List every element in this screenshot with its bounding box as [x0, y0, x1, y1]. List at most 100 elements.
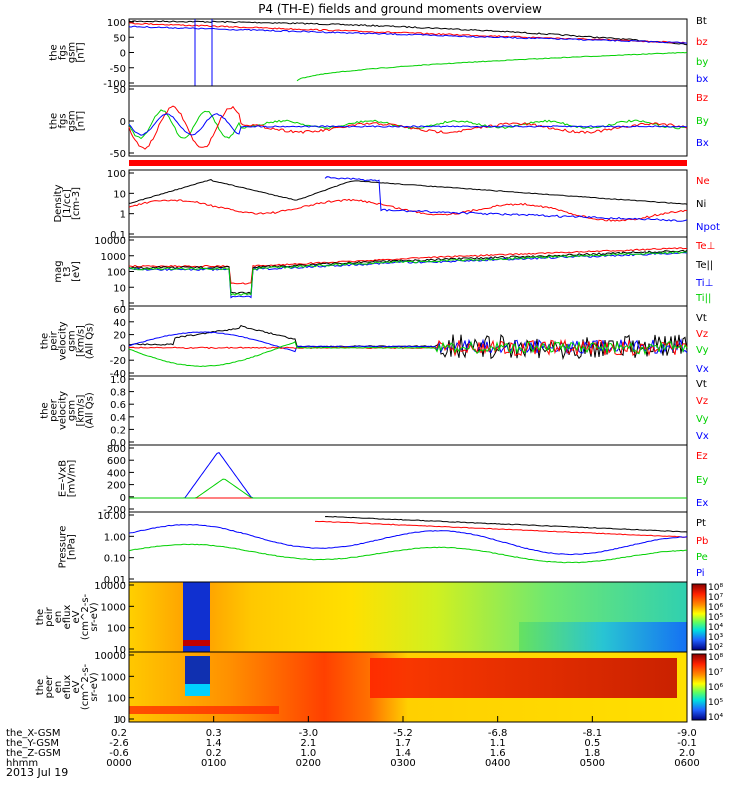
- series-line: [128, 524, 688, 556]
- legend-entry: Npot: [696, 222, 720, 233]
- y-axis-label: en: [53, 611, 64, 624]
- legend-entry: Vx: [696, 364, 709, 375]
- spectrogram-band: [129, 706, 279, 714]
- panel-peer_spectrogram: 10⁸ 10⁷ 10⁶ 10⁵ 10⁴ 10000 1000 100 10 thepeerenef…: [35, 651, 723, 726]
- legend-entry: Ni: [696, 199, 706, 210]
- panel-frame: [128, 169, 688, 238]
- y-axis-label: sr-eV): [89, 602, 100, 631]
- ephemeris-value: 1.6: [490, 748, 506, 759]
- ephemeris-value: 0.3: [206, 728, 222, 739]
- ephemeris-value: -8.1: [583, 728, 603, 739]
- series-line: [128, 251, 688, 296]
- y-tick-label: 0: [120, 49, 126, 60]
- y-axis-label: [1/cc]: [62, 189, 73, 218]
- plot-title: P4 (TH-E) fields and ground moments over…: [258, 2, 542, 16]
- y-tick-label: 60: [113, 305, 126, 316]
- y-tick-label: 0: [120, 117, 126, 128]
- y-tick-label: -20: [110, 356, 126, 367]
- legend-entry: Vy: [696, 414, 709, 425]
- series-line: [128, 179, 688, 205]
- ephemeris-row-label: hhmm: [6, 758, 38, 769]
- y-tick-label: 50: [113, 85, 126, 96]
- y-axis-label: the: [35, 679, 46, 695]
- ephemeris-value: -6.8: [488, 728, 508, 739]
- y-axis-label: the: [49, 113, 60, 129]
- quality-flag-bar: [129, 160, 687, 166]
- y-tick-label: 600: [107, 456, 126, 467]
- series-line: [324, 515, 688, 533]
- y-tick-label: -50: [110, 149, 126, 160]
- series-line: [128, 22, 688, 44]
- y-tick-label: 0: [120, 493, 126, 504]
- y-axis-label: [cm-3]: [71, 187, 82, 220]
- y-tick-label: -40: [110, 369, 126, 380]
- y-axis-label: sr-eV): [89, 672, 100, 701]
- y-tick-label: 50: [113, 33, 126, 44]
- y-tick-label: 10000: [94, 651, 126, 662]
- y-tick-label: 200: [107, 481, 126, 492]
- colorbar-tick-label: 10⁸: [708, 583, 723, 593]
- spectrogram-band: [370, 658, 677, 698]
- series-line: [324, 176, 688, 222]
- y-tick-label: 100: [107, 268, 126, 279]
- y-tick-label: 0: [120, 343, 126, 354]
- y-tick-label: 0.4: [110, 413, 126, 424]
- panel-frame: [128, 375, 688, 446]
- series-line: [296, 51, 688, 82]
- legend-entry: bx: [696, 74, 708, 85]
- ephemeris-value: 0000: [106, 758, 131, 769]
- colorbar-tick-label: 10²: [708, 643, 723, 653]
- spectrogram-low-flux: [519, 622, 687, 652]
- y-tick-label: 1: [120, 299, 126, 310]
- legend-entry: Pt: [696, 518, 706, 529]
- colorbar-tick-label: 10⁴: [708, 623, 723, 633]
- ephemeris-value: -3.0: [299, 728, 319, 739]
- y-axis-label: (cm^2-s-: [80, 663, 91, 710]
- ephemeris-value: 0.2: [206, 748, 222, 759]
- legend-entry: Bt: [696, 16, 707, 27]
- legend-entry: by: [696, 57, 708, 68]
- series-line: [128, 247, 687, 285]
- y-axis-label: eV: [71, 680, 82, 693]
- legend-entry: Pi: [696, 568, 705, 579]
- y-tick-label: -50: [110, 64, 126, 75]
- panel-frame: [128, 444, 688, 513]
- ephemeris-table: the_X-GSM 0.2 0.3 -3.0 -5.2 -6.8 -8.1 -9.0 the_Y…: [6, 716, 700, 769]
- y-axis-label: en: [53, 681, 64, 694]
- y-tick-label: 1: [120, 210, 126, 221]
- y-tick-label: 100: [107, 694, 126, 705]
- y-axis-label: t3: [62, 266, 73, 276]
- y-axis-label: [km/s]: [76, 394, 87, 426]
- colorbar-tick-label: 10⁶: [708, 603, 723, 613]
- y-axis-label: gsm: [67, 400, 78, 421]
- y-axis-label: Density: [53, 184, 64, 222]
- ephemeris-row-label: the_Y-GSM: [6, 738, 59, 749]
- y-tick-label: 10: [113, 645, 126, 656]
- panel-peer_velocity: 1.0 0.80.6 0.40.2 0.0 thepeervelocitygsm[km/…: [40, 375, 709, 449]
- y-tick-label: -200: [103, 505, 126, 516]
- legend-entry: Vt: [696, 313, 707, 324]
- y-axis-label: [nT]: [76, 111, 87, 131]
- panel-frame: [128, 85, 688, 157]
- y-tick-label: 100: [107, 624, 126, 635]
- ephemeris-value: 1.4: [206, 738, 222, 749]
- y-axis-label: fgs: [58, 113, 69, 128]
- series-line: [129, 451, 687, 499]
- legend-entry: Bz: [696, 93, 708, 104]
- series-line: [128, 113, 688, 136]
- ephemeris-value: -5.2: [393, 728, 413, 739]
- y-axis-label: gsm: [67, 110, 78, 131]
- y-tick-label: 0.1: [110, 230, 126, 241]
- ephemeris-value: 1.7: [395, 738, 411, 749]
- y-tick-label: 10: [113, 715, 126, 726]
- y-axis-label: gsm: [67, 42, 78, 63]
- ephemeris-value: 0300: [390, 758, 415, 769]
- colorbar-tick-label: 10⁴: [708, 713, 723, 723]
- y-tick-label: 400: [107, 468, 126, 479]
- y-tick-label: 1000: [101, 602, 126, 613]
